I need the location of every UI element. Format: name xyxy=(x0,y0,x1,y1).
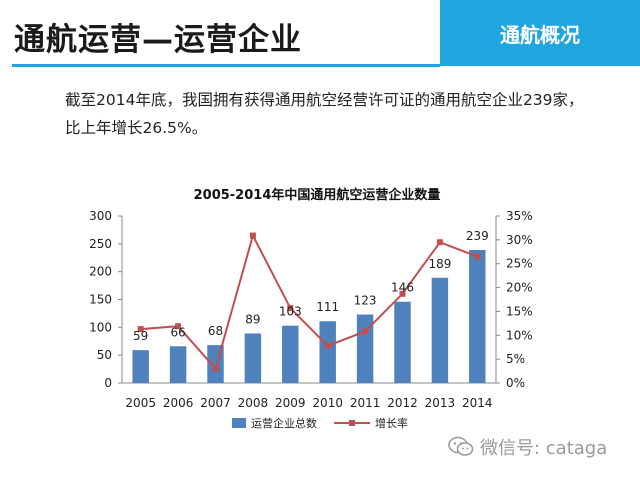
legend-bar-swatch xyxy=(232,418,246,428)
wechat-watermark: 微信号: cataga xyxy=(448,434,607,460)
section-tag: 通航概况 xyxy=(440,0,640,66)
bar-2006 xyxy=(169,346,187,383)
y-right-tick-label: 0% xyxy=(506,376,525,390)
bar-2010 xyxy=(319,321,336,383)
x-tick-label: 2007 xyxy=(200,396,231,410)
y-left-tick-label: 50 xyxy=(97,348,112,362)
y-left-tick-label: 200 xyxy=(89,265,112,279)
chart-title: 2005-2014年中国通用航空运营企业数量 xyxy=(194,187,441,203)
legend-line-marker xyxy=(349,420,355,426)
growth-point-2007 xyxy=(212,365,219,372)
x-tick-label: 2010 xyxy=(312,396,343,410)
wechat-id-text: 微信号: cataga xyxy=(480,438,608,459)
x-tick-label: 2013 xyxy=(425,396,456,410)
bar-value-label: 59 xyxy=(133,329,148,343)
growth-point-2011 xyxy=(362,328,369,335)
y-left-tick-label: 150 xyxy=(89,293,112,307)
summary-text: 截至2014年底，我国拥有获得通用航空经营许可证的通用航空企业239家， 比上年… xyxy=(65,86,605,142)
y-left-tick-label: 0 xyxy=(104,376,112,390)
x-tick-label: 2014 xyxy=(462,396,493,410)
growth-point-2012 xyxy=(399,290,406,297)
title-underline xyxy=(12,64,440,67)
growth-point-2014 xyxy=(474,253,481,260)
bar-2005 xyxy=(132,350,149,383)
bar-value-label: 123 xyxy=(354,294,377,308)
legend-line-label: 增长率 xyxy=(375,416,408,430)
bar-2009 xyxy=(282,325,299,383)
growth-point-2009 xyxy=(287,305,294,312)
x-tick-label: 2012 xyxy=(387,396,418,410)
x-tick-label: 2009 xyxy=(275,396,306,410)
bar-2013 xyxy=(431,277,449,383)
bar-value-label: 111 xyxy=(316,300,339,314)
bar-value-label: 68 xyxy=(208,324,223,338)
y-right-tick-label: 25% xyxy=(506,257,533,271)
legend-bar-label: 运营企业总数 xyxy=(251,416,317,430)
growth-point-2010 xyxy=(324,342,331,349)
bar-2008 xyxy=(244,333,262,383)
x-tick-label: 2006 xyxy=(163,396,194,410)
growth-point-2006 xyxy=(175,323,182,330)
y-right-tick-label: 10% xyxy=(506,328,533,342)
y-right-tick-label: 35% xyxy=(506,209,533,223)
growth-rate-line xyxy=(140,232,478,371)
y-left-tick-label: 300 xyxy=(89,209,112,223)
x-tick-label: 2011 xyxy=(350,396,381,410)
y-right-tick-label: 5% xyxy=(506,352,525,366)
summary-line-2: 比上年增长26.5%。 xyxy=(65,119,208,137)
bar-value-label: 103 xyxy=(279,305,302,319)
bar-value-label: 189 xyxy=(428,257,451,271)
y-left-tick-label: 100 xyxy=(89,320,112,334)
y-right-tick-label: 30% xyxy=(506,233,533,247)
bar-2011 xyxy=(356,314,374,383)
bar-value-label: 239 xyxy=(466,229,489,243)
growth-point-2013 xyxy=(436,239,443,246)
wechat-icon xyxy=(448,436,474,456)
bar-value-label: 66 xyxy=(170,325,185,339)
bar-2014 xyxy=(469,249,486,383)
x-tick-label: 2005 xyxy=(125,396,156,410)
summary-line-1: 截至2014年底，我国拥有获得通用航空经营许可证的通用航空企业239家， xyxy=(65,91,584,109)
x-tick-label: 2008 xyxy=(238,396,269,410)
y-right-tick-label: 15% xyxy=(506,304,533,318)
y-left-tick-label: 250 xyxy=(89,237,112,251)
page-title: 通航运营—运营企业 xyxy=(14,22,302,58)
growth-point-2005 xyxy=(137,326,144,333)
bar-value-label: 146 xyxy=(391,281,414,295)
y-right-tick-label: 20% xyxy=(506,281,533,295)
bar-2012 xyxy=(394,301,411,383)
growth-point-2008 xyxy=(249,232,256,239)
bar-value-label: 89 xyxy=(245,312,260,326)
